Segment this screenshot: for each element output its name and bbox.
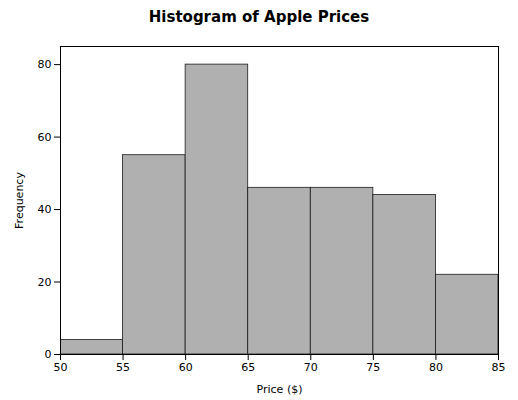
svg-text:55: 55 bbox=[116, 361, 130, 374]
svg-text:Frequency: Frequency bbox=[13, 172, 26, 229]
svg-text:80: 80 bbox=[38, 58, 52, 71]
svg-text:20: 20 bbox=[38, 276, 52, 289]
svg-text:85: 85 bbox=[492, 361, 506, 374]
svg-text:70: 70 bbox=[304, 361, 318, 374]
svg-text:60: 60 bbox=[179, 361, 193, 374]
svg-text:50: 50 bbox=[54, 361, 68, 374]
html-text:Histogram of Apple Prices: Histogram of Apple Prices bbox=[148, 8, 370, 26]
svg-text:60: 60 bbox=[38, 131, 52, 144]
svg-text:Price ($): Price ($) bbox=[257, 383, 303, 396]
svg-text:65: 65 bbox=[241, 361, 255, 374]
svg-text:40: 40 bbox=[38, 203, 52, 216]
svg-text:75: 75 bbox=[366, 361, 380, 374]
svg-text:80: 80 bbox=[429, 361, 443, 374]
svg-text:0: 0 bbox=[45, 348, 52, 361]
